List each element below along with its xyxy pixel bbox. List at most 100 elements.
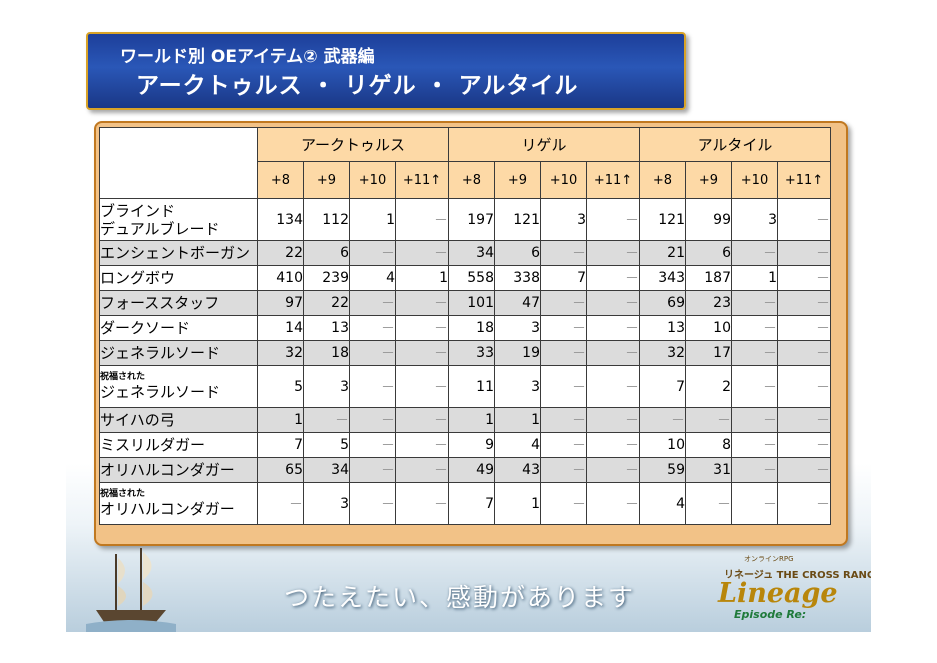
count-cell: 4 [494,432,541,458]
count-cell: － [395,432,449,458]
count-cell: 43 [494,457,541,483]
count-cell: 101 [448,290,495,316]
count-cell: 18 [303,340,350,366]
count-cell: 19 [494,340,541,366]
count-cell: － [540,315,587,341]
count-cell: 239 [303,265,350,291]
count-cell: － [395,482,449,525]
count-cell: 3 [303,365,350,408]
count-cell: － [349,240,396,266]
count-cell: 1 [257,407,304,433]
logo-top-text: オンラインRPG [744,555,794,563]
count-cell: － [586,457,640,483]
count-cell: 13 [639,315,686,341]
sailing-ship-icon [86,548,176,632]
count-cell: 33 [448,340,495,366]
count-cell: － [395,315,449,341]
count-cell: － [586,290,640,316]
table-row: オリハルコンダガー 65 34 －－ 49 43 －－ 59 31 －－ [99,457,831,483]
table-row: エンシェントボーガン 22 6 －－ 34 6 －－ 21 6 －－ [99,240,831,266]
count-cell: 47 [494,290,541,316]
count-cell: 112 [303,198,350,241]
count-cell: － [586,315,640,341]
count-cell: － [540,290,587,316]
logo-main-text: Lineage [718,578,838,609]
count-cell: 4 [349,265,396,291]
item-name-cell: ダークソード [99,315,258,341]
count-cell: 410 [257,265,304,291]
count-cell: 7 [540,265,587,291]
count-cell: － [586,340,640,366]
world-header-row: アークトゥルス リゲル アルタイル [99,127,831,199]
header-title: アークトゥルス ・ リゲル ・ アルタイル [136,73,579,99]
table-row: ダークソード 14 13 －－ 18 3 －－ 13 10 －－ [99,315,831,341]
count-cell: 1 [494,407,541,433]
enhance-header-cell: +8 [257,161,304,199]
count-cell: － [731,340,778,366]
item-name-prefix: 祝福された [100,372,146,382]
item-name-line: エンシェントボーガン [100,244,251,262]
count-cell: 34 [303,457,350,483]
count-cell: － [349,482,396,525]
count-cell: － [586,240,640,266]
count-cell: － [395,407,449,433]
item-name-line: ダークソード [100,319,191,337]
count-cell: － [777,365,831,408]
header-subtitle: ワールド別 OEアイテム② 武器編 [120,47,375,67]
count-cell: － [685,482,732,525]
count-cell: － [777,407,831,433]
table-row: ブラインド デュアルブレード 134 112 1 － 197 121 3 － 121 99 3 － [99,198,831,241]
enhance-header-cell: +8 [448,161,495,199]
count-cell: 3 [731,198,778,241]
count-cell: － [731,482,778,525]
item-name-line: ブラインド [100,201,176,220]
table-row: 祝福された ジェネラルソード 5 3 －－ 11 3 －－ 7 2 －－ [99,365,831,408]
count-cell: － [586,365,640,408]
enhance-header-cell: +9 [685,161,732,199]
item-name-line: オリハルコンダガー [100,461,235,479]
count-cell: － [639,407,686,433]
count-cell: 13 [303,315,350,341]
count-cell: － [349,407,396,433]
enhance-header-cell: +10 [540,161,587,199]
count-cell: － [395,290,449,316]
logo-mid-text: リネージュ THE CROSS RANCOR [724,570,871,581]
count-cell: 17 [685,340,732,366]
count-cell: － [731,432,778,458]
enhance-header-cell: +10 [349,161,396,199]
count-cell: 59 [639,457,686,483]
count-cell: 5 [303,432,350,458]
count-cell: － [777,432,831,458]
count-cell: － [777,482,831,525]
count-cell: 4 [639,482,686,525]
world-header-arcturus: アークトゥルス [257,127,449,162]
header-banner: ワールド別 OEアイテム② 武器編 アークトゥルス ・ リゲル ・ アルタイル [86,32,686,110]
count-cell: 9 [448,432,495,458]
count-cell: 22 [303,290,350,316]
item-name-cell: エンシェントボーガン [99,240,258,266]
count-cell: 32 [639,340,686,366]
count-cell: － [777,290,831,316]
item-name-cell: ロングボウ [99,265,258,291]
enhance-header-cell: +11↑ [586,161,640,199]
item-name-line: ジェネラルソード [100,344,221,362]
count-cell: 7 [448,482,495,525]
count-cell: － [731,407,778,433]
item-name-line: デュアルブレード [100,219,220,238]
count-cell: 3 [494,315,541,341]
item-name-cell: フォーススタッフ [99,290,258,316]
count-cell: － [731,315,778,341]
count-cell: 187 [685,265,732,291]
table-row: ロングボウ 410 239 4 1 558 338 7 － 343 187 1 － [99,265,831,291]
count-cell: － [586,432,640,458]
count-cell: － [395,340,449,366]
count-cell: 21 [639,240,686,266]
item-name-cell: ブラインド デュアルブレード [99,198,258,241]
enhance-header-cell: +8 [639,161,686,199]
enhance-header-cell: +11↑ [777,161,831,199]
count-cell: 6 [303,240,350,266]
table-row: フォーススタッフ 97 22 －－ 101 47 －－ 69 23 －－ [99,290,831,316]
enhance-header-cell: +9 [494,161,541,199]
count-cell: － [731,457,778,483]
count-cell: 3 [303,482,350,525]
